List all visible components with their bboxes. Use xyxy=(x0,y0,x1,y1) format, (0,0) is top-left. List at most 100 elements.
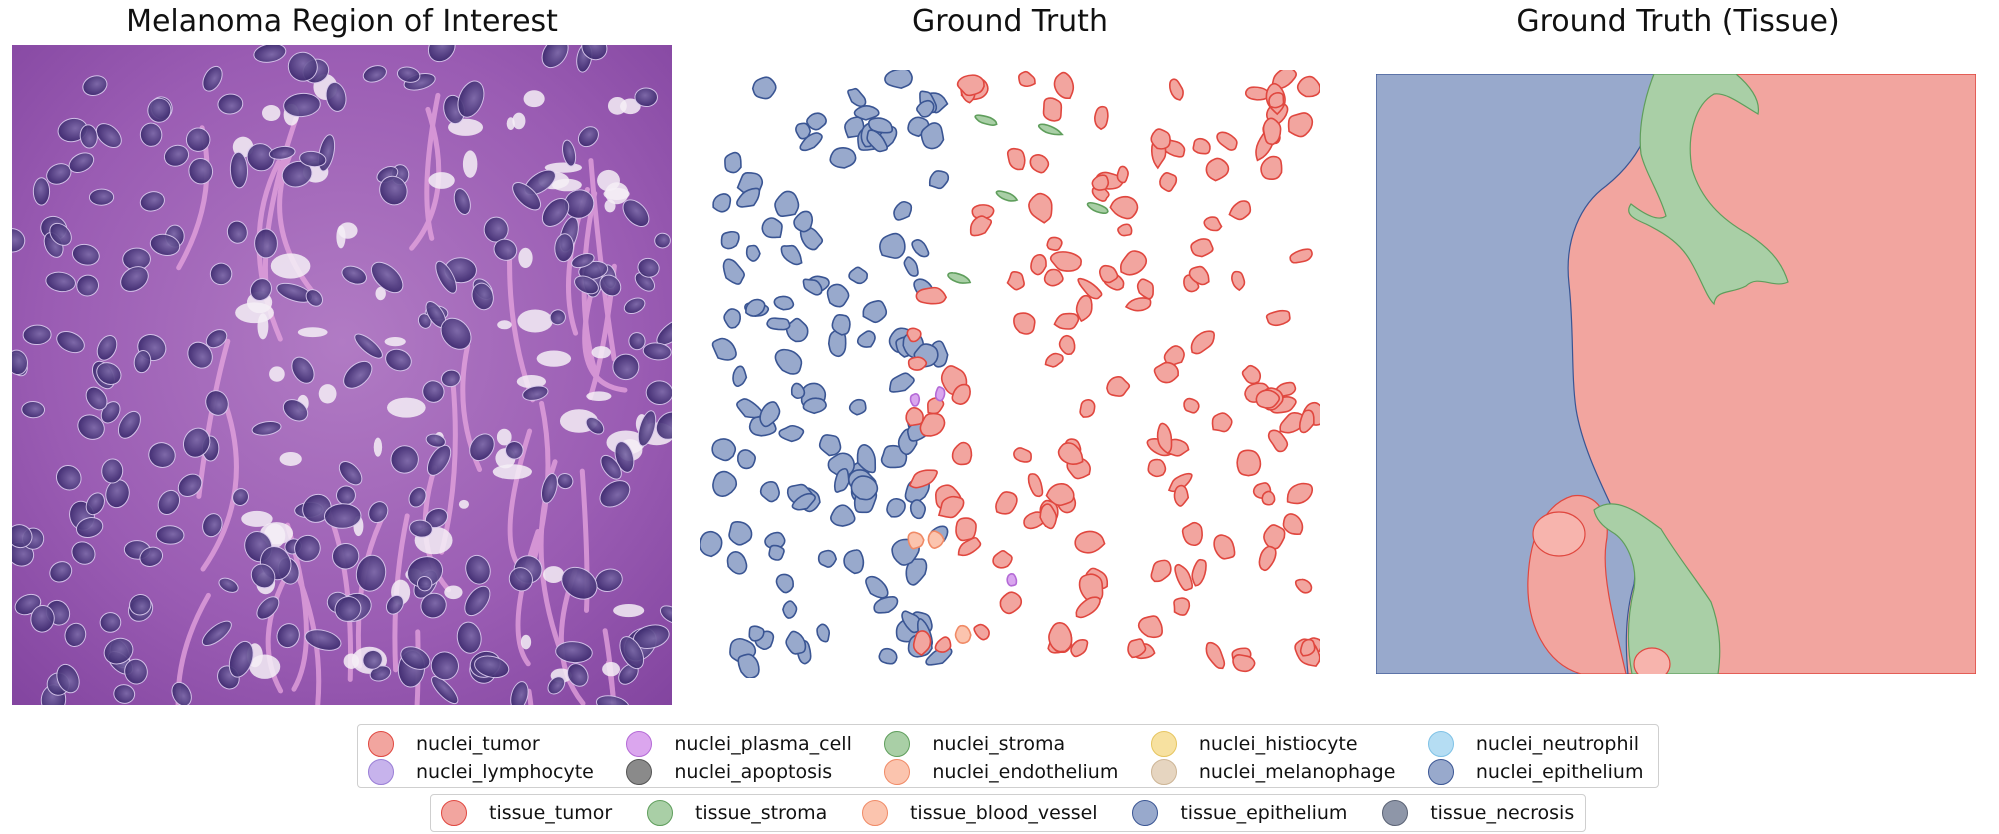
nucleus-tumor xyxy=(1287,112,1314,138)
nucleus-tumor xyxy=(1046,236,1063,251)
nucleus xyxy=(400,646,431,670)
nucleus xyxy=(612,353,640,381)
nucleus xyxy=(202,65,223,92)
nucleus xyxy=(368,501,389,524)
nucleus xyxy=(229,151,248,189)
nucleus-tumor xyxy=(1286,482,1314,505)
nucleus xyxy=(581,45,608,61)
nucleus xyxy=(157,489,181,515)
nucleus-tumor xyxy=(1075,294,1093,323)
clear-vacuole xyxy=(551,178,582,192)
nucleus-epithelium xyxy=(818,434,842,457)
nucleus-epithelium xyxy=(827,328,847,358)
nucleus-tumor xyxy=(992,550,1013,569)
nucleus-endothelium xyxy=(927,530,945,549)
nucleus-epithelium xyxy=(826,283,850,308)
nucleus-epithelium xyxy=(866,129,889,153)
nucleus xyxy=(96,362,122,385)
nucleus xyxy=(49,561,73,583)
legend-swatch xyxy=(1427,731,1454,757)
nucleus xyxy=(124,658,148,685)
nucleus-tumor xyxy=(1075,596,1101,619)
nucleus xyxy=(201,620,232,647)
nucleus xyxy=(474,655,510,679)
nucleus-tumor xyxy=(1173,597,1191,616)
nucleus-endothelium xyxy=(954,624,972,644)
nucleus-epithelium xyxy=(793,210,814,233)
nucleus-tumor xyxy=(1268,92,1285,109)
legend-item-tissue-stroma: tissue_stroma xyxy=(646,800,828,826)
nucleus-tumor xyxy=(1013,312,1036,335)
nucleus xyxy=(120,266,149,292)
nucleus-epithelium xyxy=(806,112,827,131)
nucleus-tumor xyxy=(1045,483,1075,507)
nucleus-tumor xyxy=(1053,312,1080,330)
legend-item-tissue-blood-vessel: tissue_blood_vessel xyxy=(861,800,1098,826)
nucleus-tumor xyxy=(1018,70,1036,88)
nucleus xyxy=(562,139,577,167)
nucleus-tumor xyxy=(1150,559,1172,583)
nucleus xyxy=(385,348,412,372)
nucleus xyxy=(205,329,228,349)
nucleus-tumor xyxy=(1094,105,1109,131)
nucleus-plasma-cell xyxy=(1006,572,1018,587)
nucleus xyxy=(287,51,318,82)
nucleus-epithelium xyxy=(737,449,756,470)
nucleus xyxy=(12,524,33,549)
nucleus xyxy=(435,260,457,294)
nucleus xyxy=(75,517,104,539)
nucleus-tumor xyxy=(1270,70,1297,90)
nucleus xyxy=(246,143,275,172)
nucleus xyxy=(276,623,300,649)
clear-vacuole xyxy=(604,199,616,213)
nucleus xyxy=(379,175,408,206)
nucleus-epithelium xyxy=(766,317,791,331)
clear-vacuole xyxy=(387,397,426,418)
nucleus-plasma-cell xyxy=(934,386,946,402)
nucleus xyxy=(547,676,566,695)
nucleus-tumor xyxy=(1077,277,1103,300)
nucleus-tumor xyxy=(1070,639,1089,658)
nucleus xyxy=(133,350,152,374)
nucleus-tumor xyxy=(1190,238,1214,258)
nucleus xyxy=(628,332,646,351)
nucleus-stroma xyxy=(974,114,998,127)
nucleus xyxy=(177,473,203,498)
nucleus-epithelium xyxy=(802,397,827,415)
nucleus xyxy=(202,513,223,538)
nucleus xyxy=(408,487,427,508)
nucleus xyxy=(654,232,671,249)
nucleus-tumor xyxy=(1294,578,1313,594)
nucleus xyxy=(343,360,373,389)
nucleus-epithelium xyxy=(759,481,780,503)
nucleus xyxy=(55,465,82,491)
clear-vacuole xyxy=(492,464,532,480)
nucleus-epithelium xyxy=(780,244,803,266)
nucleus xyxy=(453,188,471,215)
ground-truth-tissue-map xyxy=(1376,74,1976,674)
nucleus-epithelium xyxy=(905,558,928,586)
roi-panel-title: Melanoma Region of Interest xyxy=(126,4,558,39)
nucleus xyxy=(209,262,233,286)
nucleus xyxy=(642,342,672,361)
tissue-panel-title: Ground Truth (Tissue) xyxy=(1516,4,1840,39)
nucleus xyxy=(232,488,249,506)
nucleus xyxy=(283,92,321,118)
stroma-fiber xyxy=(588,158,617,362)
nucleus-tumor xyxy=(1044,352,1064,368)
nucleus-tumor xyxy=(1255,389,1281,409)
nucleus xyxy=(291,356,315,384)
nucleus-tumor xyxy=(1282,513,1304,535)
nucleus xyxy=(185,127,211,152)
nucleus-tumor xyxy=(951,383,971,405)
nucleus-epithelium xyxy=(759,401,781,428)
nucleus xyxy=(465,554,491,585)
clear-vacuole xyxy=(318,384,337,404)
nucleus-epithelium xyxy=(920,122,945,150)
nucleus xyxy=(355,554,387,592)
nucleus xyxy=(390,445,419,474)
legend-item-nuclei-melanophage: nuclei_melanophage xyxy=(1150,759,1400,785)
nucleus xyxy=(218,577,239,593)
nucleus-tumor xyxy=(951,441,973,466)
legend-swatch xyxy=(626,759,653,785)
